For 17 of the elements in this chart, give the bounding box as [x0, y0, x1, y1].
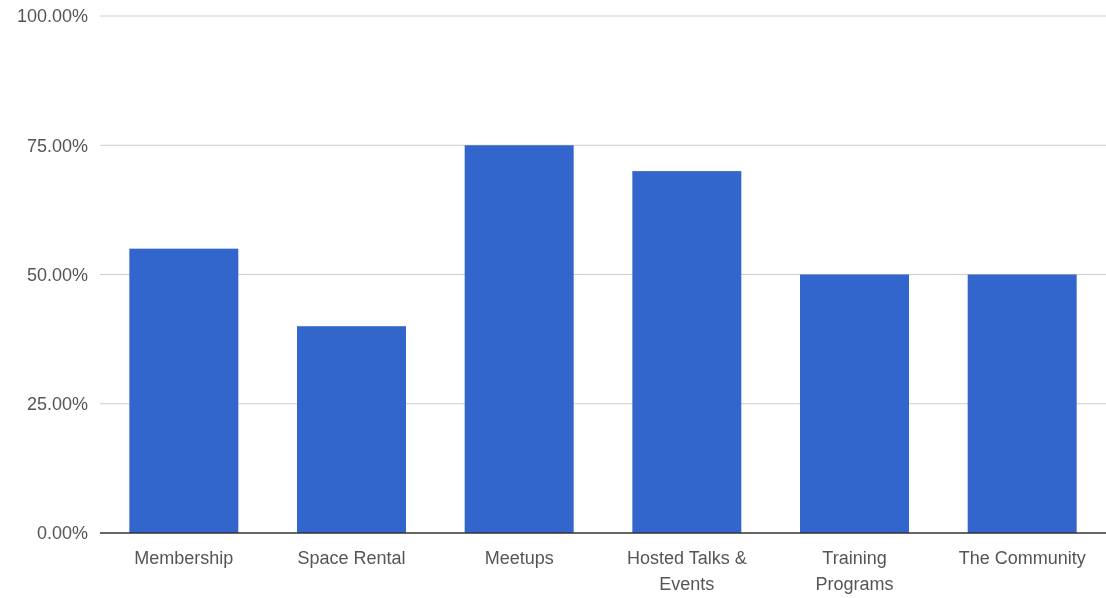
bar — [464, 145, 574, 533]
bar — [967, 274, 1077, 533]
bar — [297, 326, 406, 533]
y-tick-label: 100.00% — [16, 6, 88, 27]
bar — [632, 171, 742, 533]
x-tick-label: The Community — [958, 548, 1086, 568]
x-tick-label: Training Programs — [815, 548, 894, 594]
x-tick-label: Membership — [134, 548, 234, 568]
y-tick-label: 25.00% — [26, 394, 88, 415]
x-tick-label: Meetups — [484, 548, 554, 568]
x-tick-label: Hosted Talks & Events — [626, 548, 747, 594]
bar — [800, 274, 909, 533]
y-tick-label: 75.00% — [26, 135, 88, 156]
bar — [129, 248, 239, 533]
y-tick-label: 50.00% — [26, 264, 88, 285]
x-tick-label: Space Rental — [297, 548, 406, 568]
y-tick-label: 0.00% — [36, 523, 88, 544]
